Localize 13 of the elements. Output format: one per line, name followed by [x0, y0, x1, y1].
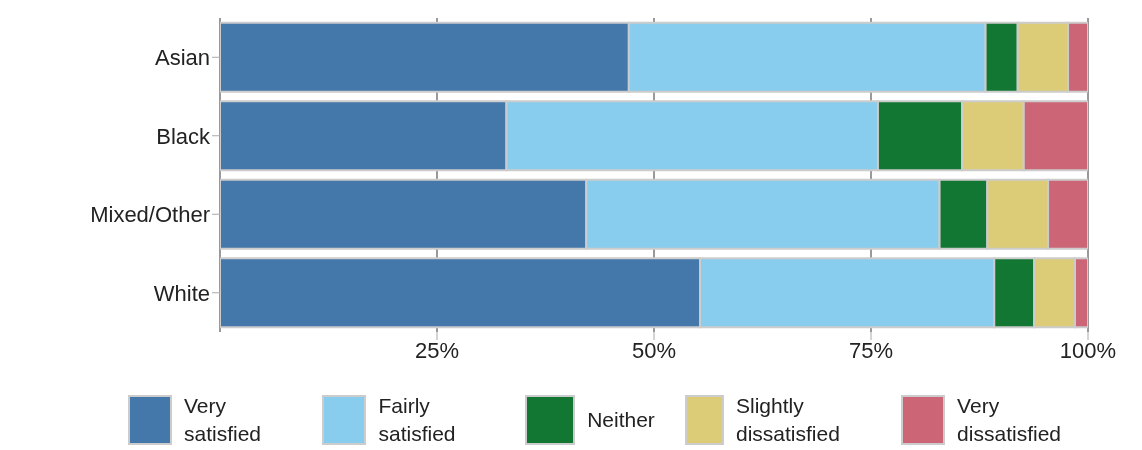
legend-label: Very satisfied [183, 393, 262, 447]
x-tick-label: 100% [1059, 337, 1117, 363]
y-tick-label: Mixed/Other [90, 202, 210, 228]
legend-label: Very dissatisfied [957, 393, 1062, 447]
x-tick-label: 25% [414, 337, 460, 363]
legend-label: Fairly satisfied [378, 393, 457, 447]
legend-label: Neither [587, 407, 655, 433]
x-tick-label: 50% [631, 337, 677, 363]
y-tick-label: White [153, 280, 210, 306]
y-tick-label: Asian [154, 45, 210, 71]
legend-label: Slightly dissatisfied [735, 393, 841, 447]
y-tick-label: Black [156, 123, 211, 149]
x-tick-label: 75% [848, 337, 894, 363]
